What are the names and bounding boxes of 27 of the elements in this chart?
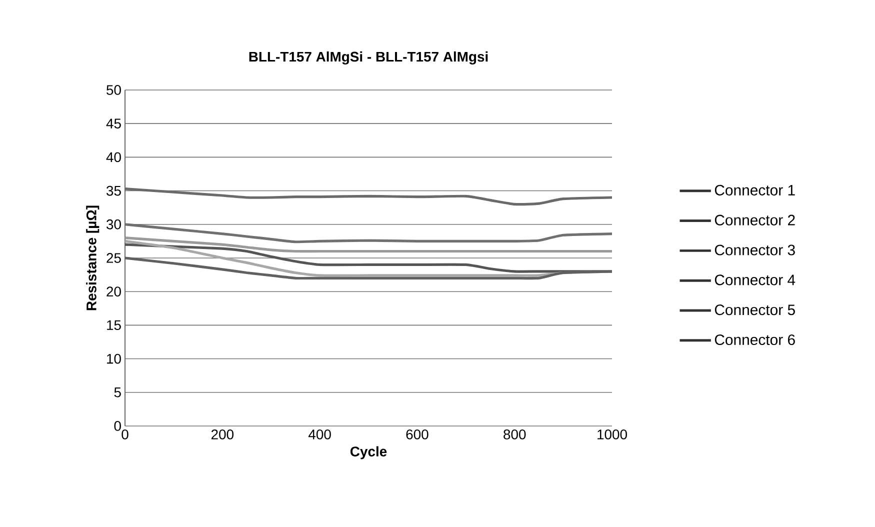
y-tick-label: 30 [106, 219, 121, 230]
text: Connector 6 [714, 334, 795, 346]
x-tick-label: 0 [122, 429, 128, 440]
x-tick-label: 600 [406, 429, 428, 440]
text: Connector 3 [714, 244, 795, 256]
x-axis-title: Cycle [350, 446, 387, 460]
chart-title: BLL-T157 AlMgSi - BLL-T157 AlMgsi [249, 51, 488, 64]
y-tick-label: 5 [114, 388, 121, 398]
y-axis-title: Resistance [µΩ] [86, 206, 100, 310]
text: Connector 4 [714, 274, 796, 286]
y-tick-label: 45 [106, 118, 121, 128]
y-tick-label: 35 [106, 186, 121, 196]
x-tick-label: 800 [504, 429, 526, 440]
text: Connector 2 [714, 214, 795, 226]
y-tick-label: 50 [106, 85, 121, 95]
text: Connector 1 [714, 184, 795, 196]
x-tick-label: 400 [308, 429, 331, 440]
y-tick-label: 15 [107, 320, 121, 330]
y-tick-label: 10 [107, 354, 121, 364]
y-tick-label: 25 [106, 253, 121, 263]
text: Connector 5 [714, 304, 795, 316]
y-tick-label: 40 [106, 152, 121, 162]
y-tick-label: 0 [114, 421, 121, 431]
x-tick-label: 1000 [598, 429, 627, 440]
x-tick-label: 200 [211, 429, 234, 440]
line-series [125, 236, 612, 253]
y-tick-label: 20 [106, 286, 121, 297]
